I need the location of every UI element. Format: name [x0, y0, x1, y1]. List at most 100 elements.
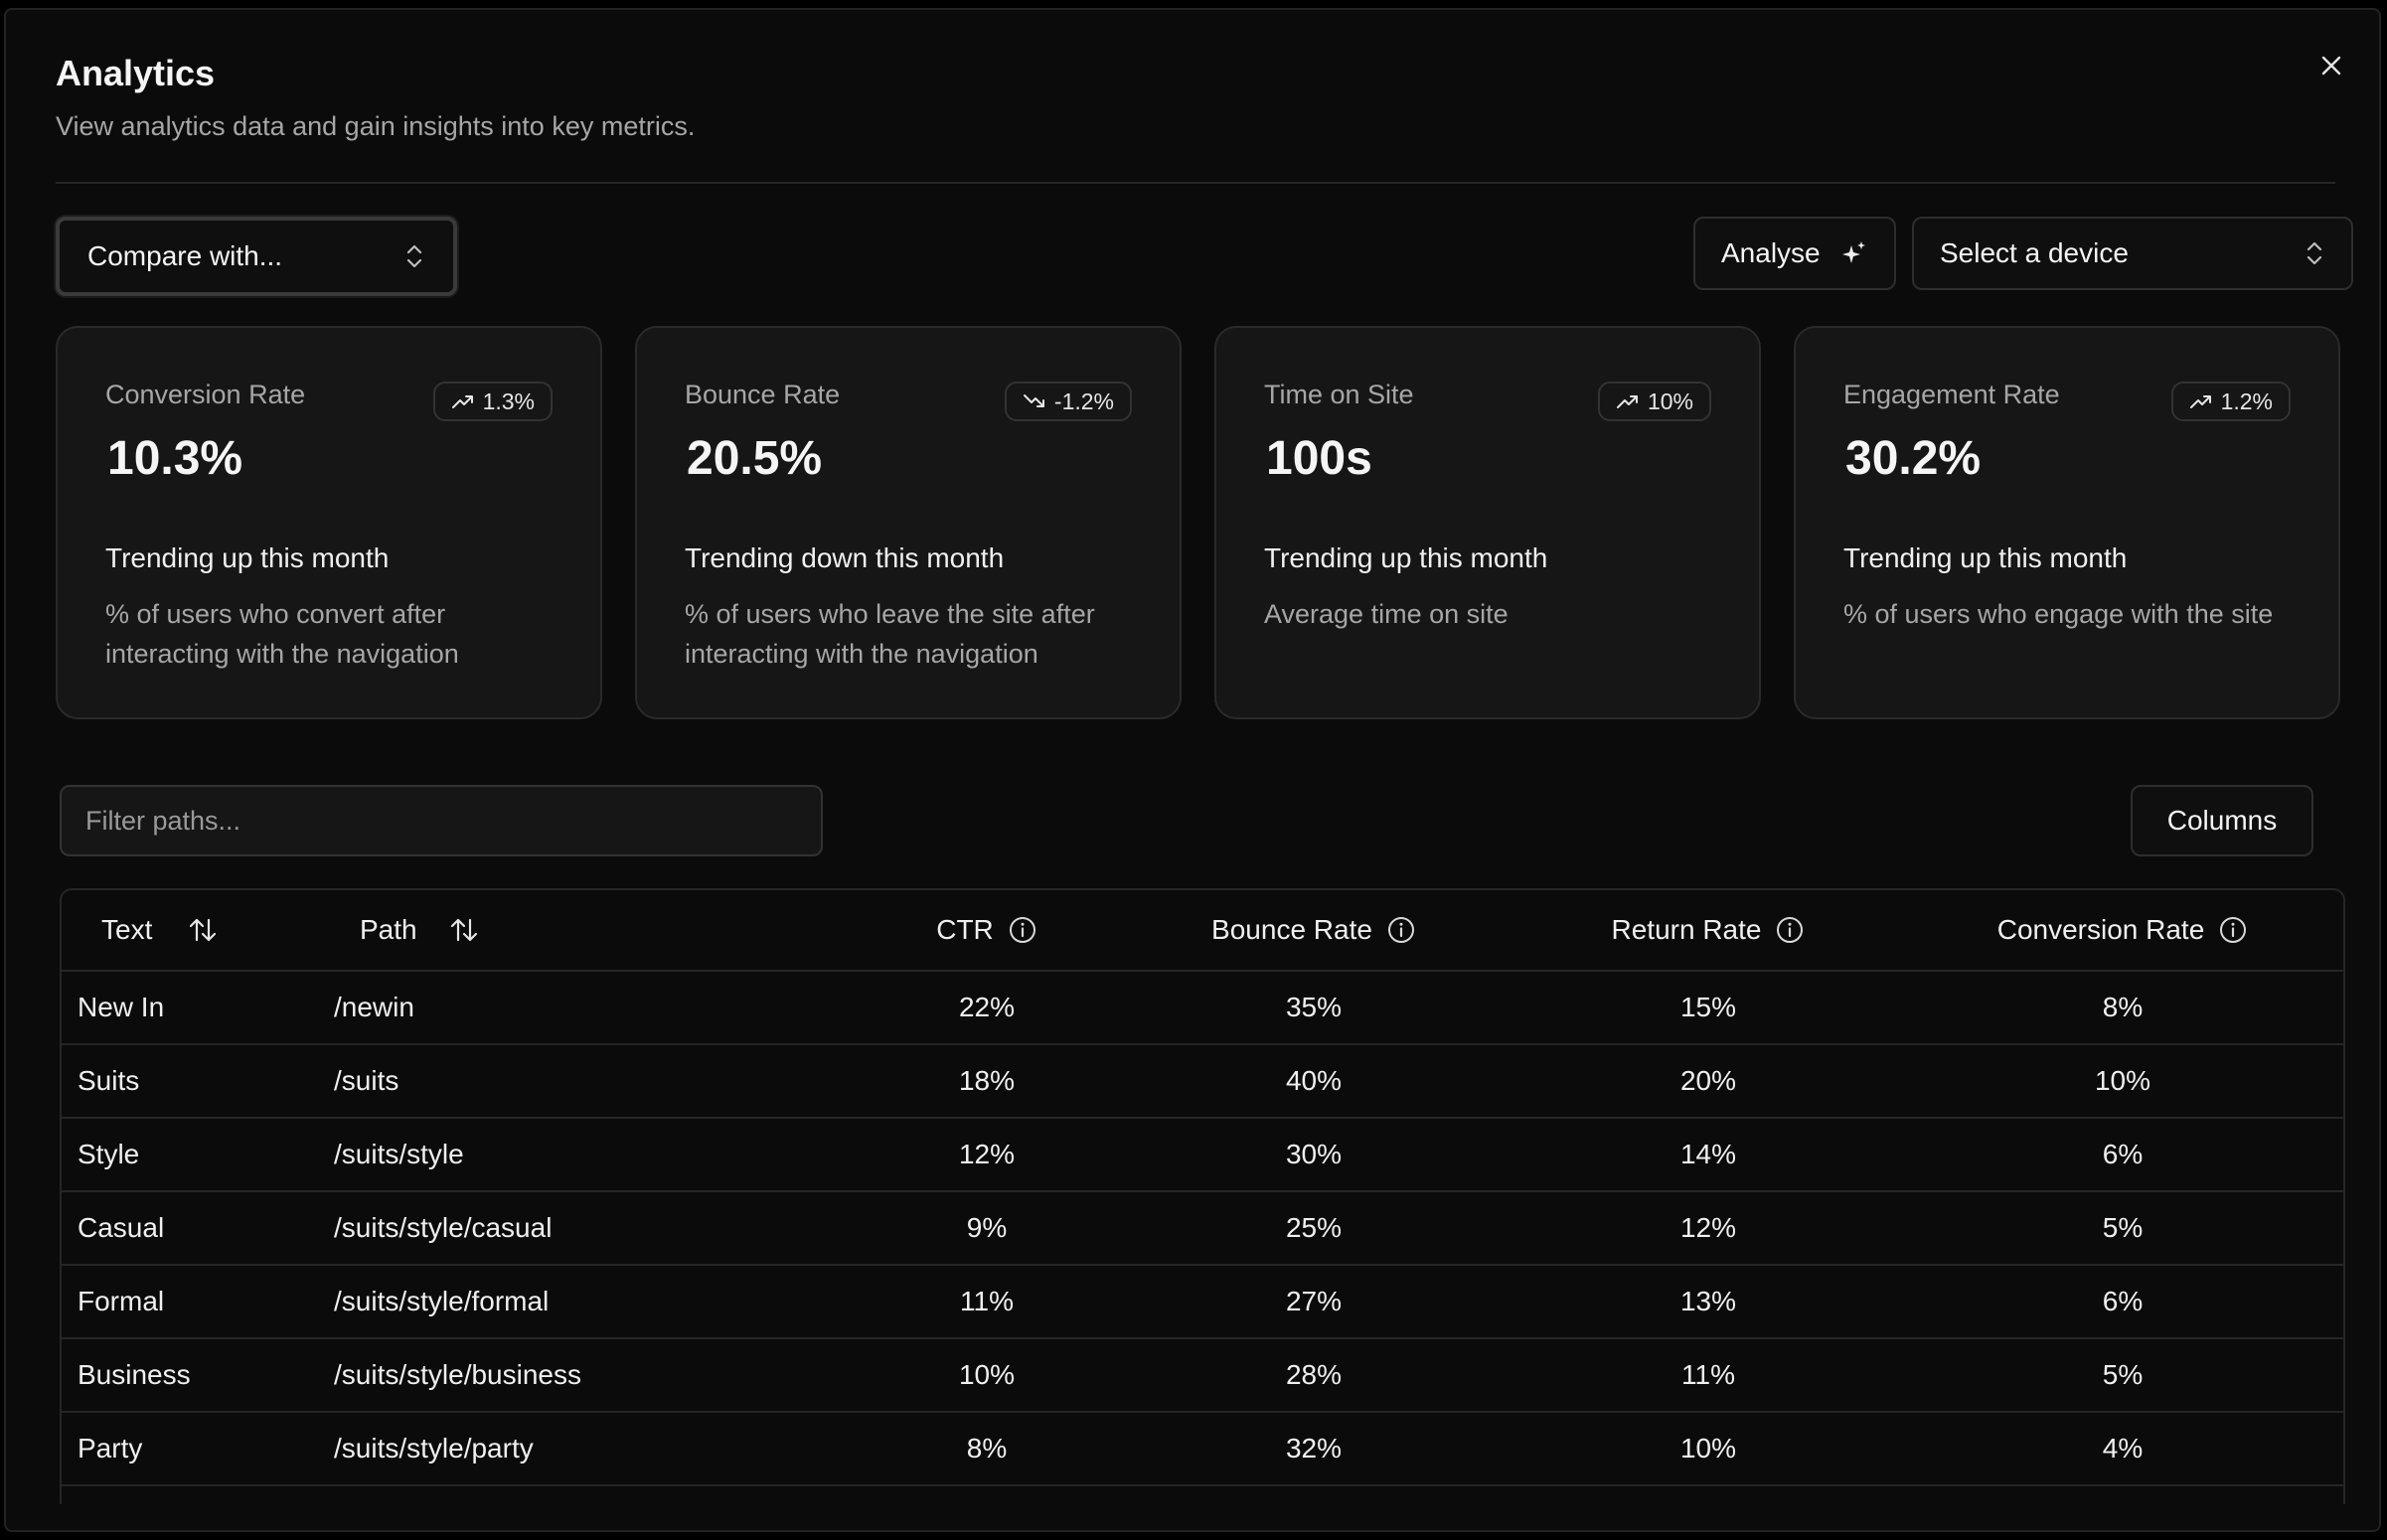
cell-ctr: 8%: [861, 1412, 1113, 1486]
trending-up-icon: [451, 393, 475, 409]
metric-card-engagement-rate: Engagement Rate 1.2% 30.2% Trending up t…: [1794, 326, 2340, 719]
table-row[interactable]: Party /suits/style/party 8% 32% 10% 4%: [62, 1412, 2343, 1486]
metric-label: Engagement Rate: [1843, 380, 2060, 409]
metric-change-value: 1.3%: [482, 387, 535, 414]
metric-change-badge: 1.2%: [2170, 382, 2291, 421]
device-select-label: Select a device: [1940, 237, 2129, 268]
columns-button[interactable]: Columns: [2131, 785, 2313, 856]
close-button[interactable]: [2309, 44, 2353, 87]
metric-value: 100s: [1266, 432, 1372, 485]
cell-path: /suits/style/party: [334, 1412, 861, 1486]
column-header-ctr: CTR: [861, 890, 1113, 972]
cell-conversion-rate: 5%: [1902, 1191, 2343, 1266]
metric-change-badge: 10%: [1597, 382, 1711, 421]
cell-path: /newin: [334, 971, 861, 1045]
column-header-return-rate: Return Rate: [1514, 890, 1902, 972]
column-header-label: Bounce Rate: [1211, 914, 1372, 945]
dialog-subtitle: View analytics data and gain insights in…: [56, 111, 696, 141]
chevron-up-down-icon: [2304, 238, 2325, 268]
column-header-label: Return Rate: [1611, 914, 1762, 945]
metric-label: Bounce Rate: [685, 380, 841, 409]
trending-down-icon: [1023, 393, 1046, 409]
column-header-label: CTR: [936, 914, 994, 945]
metric-description: % of users who leave the site after inte…: [685, 599, 1095, 669]
cell-path: /suits/style: [334, 1118, 861, 1192]
metric-description: Average time on site: [1264, 599, 1509, 629]
device-select[interactable]: Select a device: [1912, 217, 2353, 290]
metric-trend-text: Trending up this month: [1843, 542, 2128, 573]
cell-bounce-rate: 25%: [1113, 1191, 1514, 1266]
close-icon: [2319, 54, 2343, 77]
cell-bounce-rate: 30%: [1113, 1118, 1514, 1192]
cell-return-rate: 13%: [1514, 1265, 1902, 1339]
column-header-label: Path: [360, 914, 417, 945]
cell-bounce-rate: 27%: [1113, 1265, 1514, 1339]
cell-text: Party: [62, 1412, 334, 1486]
metric-change-value: -1.2%: [1053, 387, 1114, 414]
table-row[interactable]: Suits /suits 18% 40% 20% 10%: [62, 1044, 2343, 1119]
cell-return-rate: 14%: [1514, 1118, 1902, 1192]
metric-trend-text: Trending up this month: [1264, 542, 1548, 573]
cell-bounce-rate: 40%: [1113, 1044, 1514, 1119]
metric-value: 10.3%: [107, 432, 243, 485]
info-icon[interactable]: [1386, 915, 1416, 945]
dialog-title: Analytics: [56, 53, 216, 93]
analytics-dialog: Analytics View analytics data and gain i…: [4, 8, 2381, 1532]
cell-ctr: 12%: [861, 1118, 1113, 1192]
table-row[interactable]: New In /newin 22% 35% 15% 8%: [62, 971, 2343, 1045]
filter-paths-input[interactable]: [60, 785, 823, 856]
cell-return-rate: 12%: [1514, 1191, 1902, 1266]
metric-value: 20.5%: [687, 432, 823, 485]
cell-conversion-rate: 4%: [1902, 1412, 2343, 1486]
cell-path: /suits/style/formal: [334, 1265, 861, 1339]
table-header-row: Text Path: [62, 890, 2343, 972]
table-row[interactable]: Style /suits/style 12% 30% 14% 6%: [62, 1118, 2343, 1192]
cell-path: /suits/style/business: [334, 1338, 861, 1413]
cell-ctr: 9%: [861, 1191, 1113, 1266]
cell-bounce-rate: 28%: [1113, 1338, 1514, 1413]
cell-text: Style: [62, 1118, 334, 1192]
cell-text: Business: [62, 1338, 334, 1413]
metric-label: Time on Site: [1264, 380, 1414, 409]
metric-trend-text: Trending up this month: [105, 542, 390, 573]
cell-ctr: 10%: [861, 1338, 1113, 1413]
cell-ctr: 11%: [861, 1265, 1113, 1339]
metric-card-time-on-site: Time on Site 10% 100s Trending up this m…: [1214, 326, 1761, 719]
cell-bounce-rate: 32%: [1113, 1412, 1514, 1486]
compare-select[interactable]: Compare with...: [56, 217, 457, 296]
metric-change-badge: -1.2%: [1004, 382, 1132, 421]
trending-up-icon: [1616, 393, 1640, 409]
info-icon[interactable]: [2218, 915, 2248, 945]
metric-label: Conversion Rate: [105, 380, 306, 409]
table-row[interactable]: Formal /suits/style/formal 11% 27% 13% 6…: [62, 1265, 2343, 1339]
compare-select-label: Compare with...: [87, 240, 283, 271]
header-divider: [56, 182, 2335, 184]
metric-value: 30.2%: [1845, 432, 1982, 485]
chevron-up-down-icon: [403, 241, 425, 271]
metric-change-badge: 1.3%: [432, 382, 553, 421]
table-row[interactable]: Business /suits/style/business 10% 28% 1…: [62, 1338, 2343, 1413]
metric-change-value: 1.2%: [2220, 387, 2273, 414]
cell-text: New In: [62, 971, 334, 1045]
info-icon[interactable]: [1775, 915, 1805, 945]
column-header-text[interactable]: Text: [62, 890, 334, 972]
metric-change-value: 10%: [1647, 387, 1693, 414]
sort-arrows-icon[interactable]: [449, 916, 479, 944]
cell-text: Suits: [62, 1044, 334, 1119]
columns-button-label: Columns: [2166, 805, 2278, 836]
cell-conversion-rate: 10%: [1902, 1044, 2343, 1119]
cell-ctr: 18%: [861, 1044, 1113, 1119]
column-header-path[interactable]: Path: [334, 890, 861, 972]
table-row[interactable]: Casual /suits/style/casual 9% 25% 12% 5%: [62, 1191, 2343, 1266]
column-header-label: Text: [101, 914, 153, 945]
cell-path: /suits: [334, 1044, 861, 1119]
sort-arrows-icon[interactable]: [188, 916, 218, 944]
column-header-label: Conversion Rate: [1996, 914, 2205, 945]
cell-path: /suits/style/casual: [334, 1191, 861, 1266]
analyse-button-label: Analyse: [1721, 237, 1821, 268]
cell-ctr: 22%: [861, 971, 1113, 1045]
analyse-button[interactable]: Analyse: [1693, 217, 1896, 290]
info-icon[interactable]: [1008, 915, 1037, 945]
cell-conversion-rate: 8%: [1902, 971, 2343, 1045]
metric-description: % of users who convert after interacting…: [105, 599, 459, 669]
